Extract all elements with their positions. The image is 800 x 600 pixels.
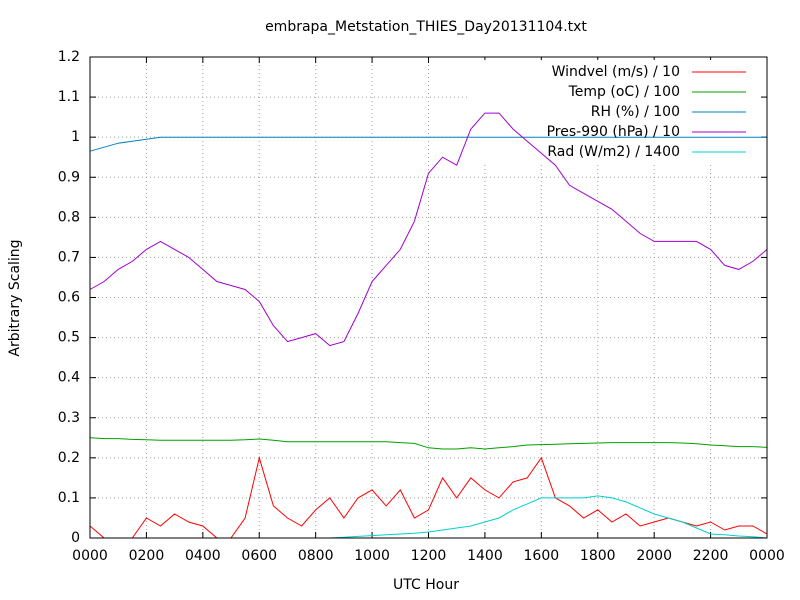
y-tick-label: 0 — [71, 530, 80, 546]
y-tick-label: 0.2 — [58, 450, 80, 466]
legend-label: Pres-990 (hPa) / 10 — [547, 124, 680, 140]
y-tick-label: 0.7 — [58, 249, 80, 265]
x-tick-label: 1400 — [467, 548, 503, 564]
y-axis-label: Arbitrary Scaling — [7, 239, 23, 356]
x-tick-label: 0000 — [72, 548, 108, 564]
y-tick-label: 0.5 — [58, 330, 80, 346]
x-axis-label: UTC Hour — [393, 577, 459, 593]
y-tick-label: 1.2 — [58, 49, 80, 65]
x-tick-label: 2000 — [636, 548, 672, 564]
legend-label: RH (%) / 100 — [591, 104, 680, 120]
series-line — [89, 455, 768, 539]
chart-title: embrapa_Metstation_THIES_Day20131104.txt — [265, 19, 587, 35]
y-tick-label: 1.1 — [58, 89, 80, 105]
y-tick-label: 0.8 — [58, 209, 80, 225]
series-line — [89, 437, 768, 450]
legend-label: Windvel (m/s) / 10 — [552, 64, 680, 80]
x-tick-label: 2200 — [693, 548, 729, 564]
y-tick-label: 0.4 — [58, 370, 80, 386]
y-tick-label: 0.9 — [58, 169, 80, 185]
series-line — [89, 112, 768, 347]
y-tick-label: 0.3 — [58, 410, 80, 426]
x-tick-label: 1200 — [411, 548, 447, 564]
x-tick-label: 0600 — [241, 548, 277, 564]
x-tick-label: 0000 — [749, 548, 785, 564]
series-line — [89, 136, 767, 152]
x-tick-label: 1600 — [524, 548, 560, 564]
plot-border — [89, 56, 768, 539]
x-tick-label: 1000 — [354, 548, 390, 564]
x-tick-label: 0200 — [129, 548, 165, 564]
x-tick-label: 0400 — [185, 548, 221, 564]
legend-label: Temp (oC) / 100 — [568, 84, 680, 100]
y-tick-label: 0.6 — [58, 290, 80, 306]
legend-label: Rad (W/m2) / 1400 — [547, 144, 680, 160]
y-tick-label: 0.1 — [58, 490, 80, 506]
x-tick-label: 1800 — [580, 548, 616, 564]
series-line — [90, 495, 768, 539]
x-tick-label: 0800 — [298, 548, 334, 564]
y-tick-label: 1 — [71, 129, 80, 145]
